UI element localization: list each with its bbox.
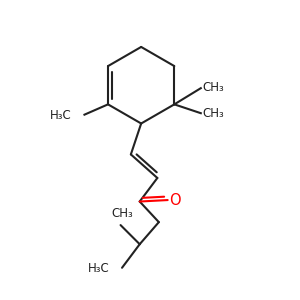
Text: CH₃: CH₃ — [111, 207, 133, 220]
Text: H₃C: H₃C — [50, 109, 71, 122]
Text: CH₃: CH₃ — [202, 81, 224, 94]
Text: H₃C: H₃C — [88, 262, 110, 275]
Text: O: O — [169, 193, 181, 208]
Text: CH₃: CH₃ — [202, 107, 224, 120]
